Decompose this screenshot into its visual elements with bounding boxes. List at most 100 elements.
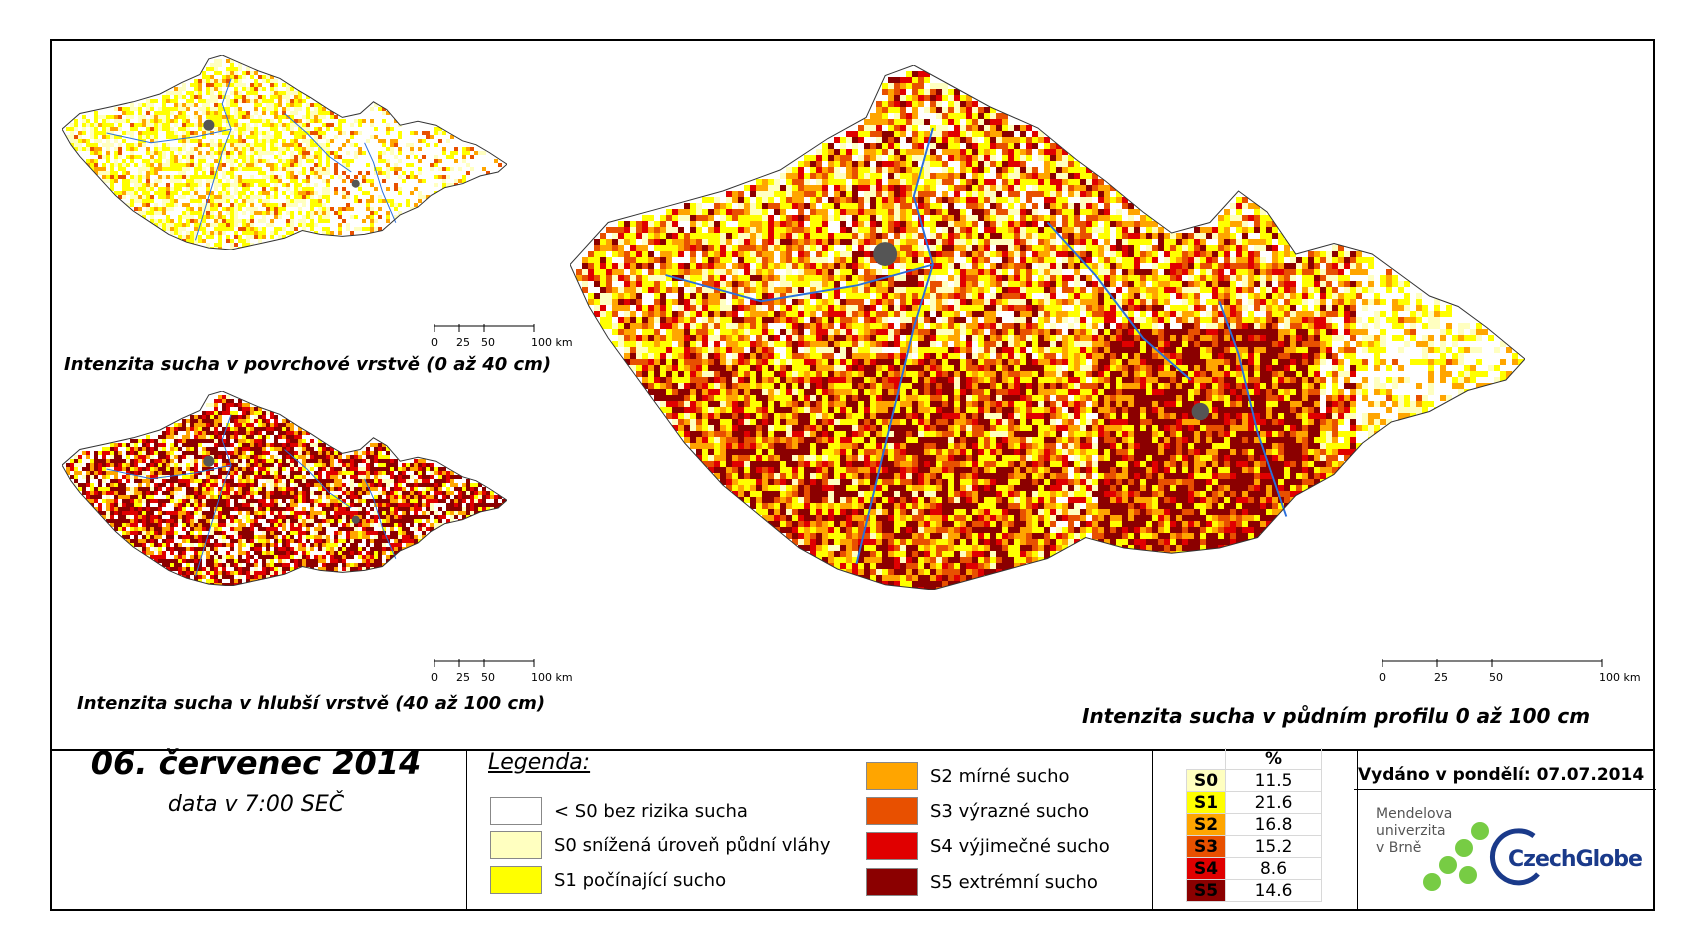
mendel-dots-icon bbox=[1423, 822, 1489, 891]
scale-bar-label: 100 km bbox=[531, 336, 573, 349]
city-marker bbox=[203, 455, 215, 467]
river-line bbox=[665, 263, 934, 303]
legend-swatch bbox=[490, 866, 542, 894]
table-header-percent: % bbox=[1225, 748, 1322, 770]
legend-label: S4 výjimečné sucho bbox=[930, 835, 1110, 857]
country-border bbox=[62, 55, 507, 250]
map-deep-caption: Intenzita sucha v hlubší vrstvě (40 až 1… bbox=[77, 693, 546, 714]
map-deep-raster bbox=[66, 395, 506, 586]
table-row: S5 14.6 bbox=[1186, 879, 1322, 902]
map-profile-raster bbox=[576, 71, 1524, 590]
divider-2 bbox=[1152, 749, 1153, 909]
river-line bbox=[1218, 300, 1288, 517]
scale-bar-graphic bbox=[433, 324, 535, 332]
legend-item-s1: S1 počínající sucho bbox=[490, 866, 726, 894]
table-header-code bbox=[1187, 748, 1226, 770]
river-line bbox=[364, 478, 397, 559]
scale-bar-deep: 0 25 50 100 km bbox=[431, 658, 573, 684]
legend-title: Legenda: bbox=[488, 750, 591, 775]
table-cell-value: 15.2 bbox=[1225, 835, 1322, 858]
legend-label: S0 snížená úroveň půdní vláhy bbox=[554, 834, 831, 856]
scale-bar-label: 25 bbox=[1434, 671, 1448, 684]
table-cell-value: 14.6 bbox=[1225, 879, 1322, 902]
scale-bar-graphic bbox=[433, 659, 535, 667]
legend-label: S1 počínající sucho bbox=[554, 869, 727, 891]
legend-swatch bbox=[490, 797, 542, 825]
scale-bar-label: 0 bbox=[431, 671, 438, 684]
table-cell-value: 11.5 bbox=[1225, 769, 1322, 792]
river-line bbox=[855, 127, 934, 565]
divider-horizontal bbox=[52, 749, 1653, 751]
table-row: S1 21.6 bbox=[1186, 791, 1322, 814]
table-header-row: % bbox=[1187, 748, 1322, 770]
czechglobe-logo-text: CzechGlobe bbox=[1508, 847, 1643, 872]
city-marker bbox=[873, 242, 898, 266]
city-marker bbox=[351, 515, 360, 524]
czechglobe-logo: CzechGlobe bbox=[1508, 847, 1643, 872]
river-line bbox=[284, 449, 352, 509]
legend-label: S5 extrémní sucho bbox=[930, 871, 1098, 893]
river-line bbox=[106, 128, 232, 144]
legend-item-s0: S0 snížená úroveň půdní vláhy bbox=[490, 831, 831, 859]
table-cell-code: S2 bbox=[1186, 813, 1226, 836]
percentage-table: % S0 11.5 S1 21.6 S2 16.8 S3 15.2 S4 8.6 S5 14… bbox=[1186, 748, 1322, 902]
scale-bar-label: 0 bbox=[431, 336, 438, 349]
table-cell-code: S0 bbox=[1186, 769, 1226, 792]
legend-swatch bbox=[866, 868, 918, 896]
legend-swatch bbox=[866, 762, 918, 790]
map-surface-layer bbox=[62, 55, 507, 250]
river-line bbox=[195, 414, 232, 577]
czechglobe-arc-icon bbox=[1489, 828, 1540, 886]
legend-swatch bbox=[866, 832, 918, 860]
map-frame: 0 25 50 100 km Intenzita sucha v povrchové … bbox=[50, 39, 1656, 911]
map-surface-caption: Intenzita sucha v povrchové vrstvě (0 až… bbox=[64, 354, 552, 375]
divider-4 bbox=[1354, 789, 1656, 790]
map-surface-svg bbox=[62, 55, 507, 250]
table-row: S2 16.8 bbox=[1186, 813, 1322, 836]
country-border bbox=[62, 391, 507, 586]
map-profile-layer bbox=[570, 65, 1525, 590]
scale-bar-label: 25 bbox=[456, 336, 470, 349]
mendel-logo-line: Mendelova bbox=[1376, 806, 1453, 822]
city-marker bbox=[1191, 402, 1209, 421]
issued-date: Vydáno v pondělí: 07.07.2014 bbox=[1358, 765, 1645, 785]
table-cell-value: 8.6 bbox=[1225, 857, 1322, 880]
scale-bar-graphic bbox=[1381, 659, 1603, 667]
legend-item-none: < S0 bez rizika sucha bbox=[490, 797, 748, 825]
date-subtitle: data v 7:00 SEČ bbox=[167, 792, 345, 817]
legend-label: S3 výrazné sucho bbox=[930, 800, 1090, 822]
legend-item-s5: S5 extrémní sucho bbox=[866, 868, 1098, 896]
divider-3 bbox=[1357, 749, 1358, 909]
mendel-logo-line: univerzita bbox=[1376, 823, 1446, 839]
table-cell-code: S4 bbox=[1186, 857, 1226, 880]
river-line bbox=[106, 464, 232, 480]
table-row: S0 11.5 bbox=[1186, 769, 1322, 792]
river-line bbox=[1046, 221, 1192, 381]
table-cell-code: S5 bbox=[1186, 879, 1226, 902]
table-cell-code: S3 bbox=[1186, 835, 1226, 858]
city-marker bbox=[203, 119, 215, 131]
legend-swatch bbox=[866, 797, 918, 825]
legend-label: < S0 bez rizika sucha bbox=[554, 800, 748, 822]
legend-item-s4: S4 výjimečné sucho bbox=[866, 832, 1110, 860]
river-line bbox=[364, 142, 397, 223]
map-surface-raster bbox=[66, 59, 502, 250]
scale-bar-label: 50 bbox=[481, 671, 495, 684]
scale-bar-surface: 0 25 50 100 km bbox=[431, 323, 573, 349]
mendel-logo-line: v Brně bbox=[1376, 840, 1422, 856]
river-line bbox=[284, 113, 352, 173]
table-row: S4 8.6 bbox=[1186, 857, 1322, 880]
scale-bar-label: 100 km bbox=[1599, 671, 1641, 684]
scale-bar-label: 50 bbox=[481, 336, 495, 349]
map-deep-layer bbox=[62, 391, 507, 586]
mendel-university-logo: Mendelova univerzita v Brně bbox=[1376, 806, 1452, 857]
divider-1 bbox=[466, 749, 467, 909]
map-profile-svg bbox=[570, 65, 1525, 590]
table-row: S3 15.2 bbox=[1186, 835, 1322, 858]
legend-item-s2: S2 mírné sucho bbox=[866, 762, 1070, 790]
table-cell-value: 16.8 bbox=[1225, 813, 1322, 836]
country-border bbox=[570, 65, 1525, 590]
city-marker bbox=[351, 179, 360, 188]
map-deep-svg bbox=[62, 391, 507, 586]
legend-swatch bbox=[490, 831, 542, 859]
